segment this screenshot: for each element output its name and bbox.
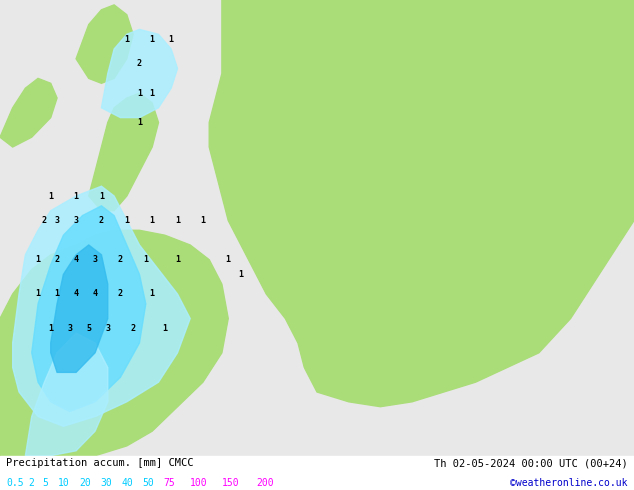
Polygon shape	[51, 245, 108, 372]
Text: 4: 4	[74, 290, 79, 298]
Text: 1: 1	[124, 35, 129, 44]
Text: 1: 1	[48, 192, 53, 200]
Text: 1: 1	[55, 290, 60, 298]
Text: 2: 2	[55, 255, 60, 264]
Text: 1: 1	[124, 216, 129, 225]
Text: 1: 1	[36, 290, 41, 298]
Text: 2: 2	[99, 216, 104, 225]
Polygon shape	[25, 333, 108, 456]
Polygon shape	[209, 0, 634, 407]
Text: Precipitation accum. [mm] CMCC: Precipitation accum. [mm] CMCC	[6, 458, 194, 468]
Text: 20: 20	[79, 478, 91, 488]
Polygon shape	[13, 186, 190, 426]
Text: 5: 5	[42, 478, 48, 488]
Text: 1: 1	[36, 255, 41, 264]
Text: 100: 100	[190, 478, 208, 488]
Text: 1: 1	[200, 216, 205, 225]
Text: Th 02-05-2024 00:00 UTC (00+24): Th 02-05-2024 00:00 UTC (00+24)	[434, 458, 628, 468]
Bar	[0, 456, 634, 490]
Text: 1: 1	[150, 216, 155, 225]
Text: 1: 1	[74, 192, 79, 200]
Text: 3: 3	[67, 324, 72, 333]
Text: 1: 1	[137, 118, 142, 127]
Text: 2: 2	[137, 59, 142, 68]
Text: 40: 40	[121, 478, 133, 488]
Text: 5: 5	[86, 324, 91, 333]
Polygon shape	[89, 93, 158, 211]
Text: 150: 150	[222, 478, 240, 488]
Text: 50: 50	[142, 478, 154, 488]
Text: 1: 1	[175, 255, 180, 264]
Text: 1: 1	[143, 255, 148, 264]
Text: 1: 1	[226, 255, 231, 264]
Polygon shape	[76, 5, 133, 83]
Text: 2: 2	[29, 478, 34, 488]
Text: ©weatheronline.co.uk: ©weatheronline.co.uk	[510, 478, 628, 488]
Text: 1: 1	[175, 216, 180, 225]
Text: 200: 200	[257, 478, 275, 488]
Polygon shape	[0, 78, 57, 147]
Text: 2: 2	[42, 216, 47, 225]
Text: 1: 1	[48, 324, 53, 333]
Text: 10: 10	[58, 478, 70, 488]
Polygon shape	[101, 29, 178, 118]
Text: 2: 2	[131, 324, 136, 333]
Text: 2: 2	[118, 255, 123, 264]
Text: 4: 4	[93, 290, 98, 298]
Text: 1: 1	[162, 324, 167, 333]
Text: 30: 30	[100, 478, 112, 488]
Text: 4: 4	[74, 255, 79, 264]
Polygon shape	[32, 206, 146, 412]
Text: 1: 1	[150, 89, 155, 98]
Text: 1: 1	[150, 35, 155, 44]
Text: 3: 3	[93, 255, 98, 264]
Text: 3: 3	[74, 216, 79, 225]
Text: 2: 2	[118, 290, 123, 298]
Polygon shape	[0, 230, 228, 456]
Text: 1: 1	[238, 270, 243, 279]
Text: 1: 1	[137, 89, 142, 98]
Text: 3: 3	[55, 216, 60, 225]
Text: 0.5: 0.5	[6, 478, 24, 488]
Polygon shape	[444, 0, 558, 118]
Text: 3: 3	[105, 324, 110, 333]
Text: 75: 75	[163, 478, 175, 488]
Text: 1: 1	[99, 192, 104, 200]
Text: 1: 1	[150, 290, 155, 298]
Text: 1: 1	[169, 35, 174, 44]
